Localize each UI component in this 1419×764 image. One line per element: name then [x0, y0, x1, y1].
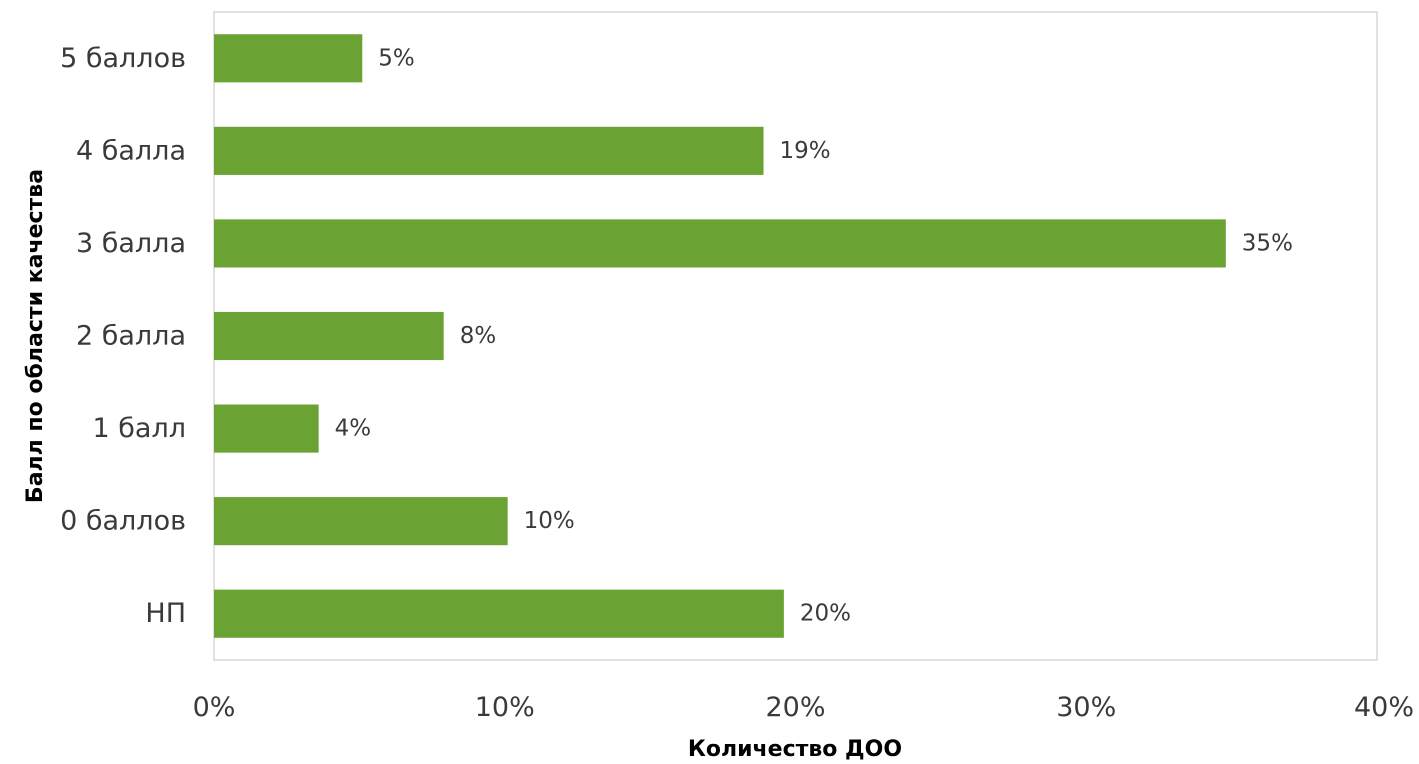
bar-value-label: 8%: [460, 323, 497, 349]
y-tick-label: 5 баллов: [60, 43, 186, 74]
bars-group: [214, 34, 1226, 638]
y-tick-label: 1 балл: [93, 413, 186, 444]
x-tick-label: 40%: [1354, 692, 1414, 723]
y-axis-title: Балл по области качества: [23, 169, 48, 503]
x-tick-label: 20%: [765, 692, 825, 723]
x-tick-labels-group: 0% 10% 20% 30% 40%: [193, 692, 1414, 723]
bar: [214, 219, 1226, 268]
bar-value-label: 35%: [1242, 230, 1293, 256]
y-tick-label: 2 балла: [76, 321, 186, 352]
data-labels-group: 5% 19% 35% 8% 4% 10% 20%: [335, 45, 1293, 626]
y-tick-label: 4 балла: [76, 135, 186, 166]
x-axis-title: Количество ДОО: [688, 737, 902, 762]
x-tick-label: 30%: [1056, 692, 1116, 723]
y-tick-label: 3 балла: [76, 228, 186, 259]
y-tick-label: 0 баллов: [60, 506, 186, 537]
bar: [214, 126, 764, 175]
bar-value-label: 4%: [335, 416, 372, 442]
y-tick-label: НП: [145, 598, 186, 629]
bar: [214, 404, 319, 453]
bar: [214, 497, 508, 546]
x-tick-label: 10%: [475, 692, 535, 723]
bar-value-label: 19%: [780, 138, 831, 164]
bar-value-label: 20%: [800, 601, 851, 627]
x-tick-label: 0%: [193, 692, 236, 723]
bar: [214, 311, 444, 361]
bar: [214, 34, 363, 83]
bar-value-label: 5%: [378, 45, 415, 71]
bar: [214, 589, 784, 638]
y-tick-labels-group: 5 баллов 4 балла 3 балла 2 балла 1 балл 0 бал…: [60, 43, 186, 629]
bar-value-label: 10%: [524, 508, 575, 534]
